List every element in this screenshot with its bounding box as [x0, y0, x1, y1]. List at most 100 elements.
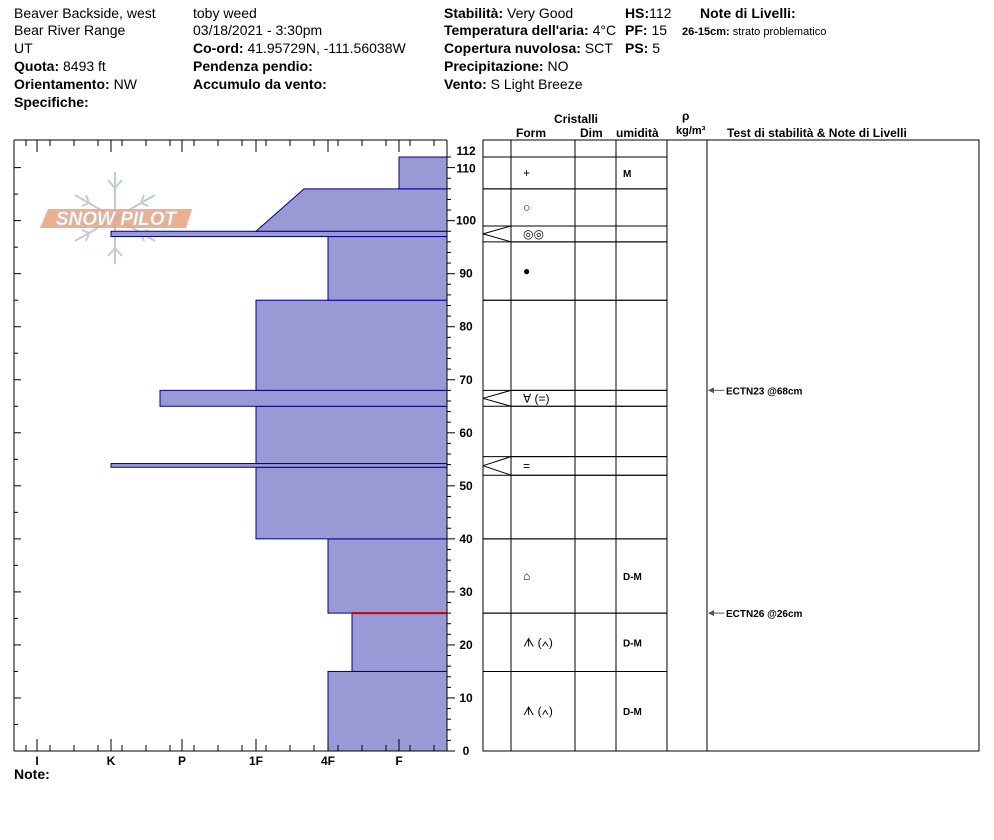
notes-label: Note:: [14, 766, 50, 782]
wind-label: Vento:: [444, 76, 487, 92]
height-tick-label: 20: [459, 638, 473, 652]
crystal-form-symbol: ⌂: [523, 569, 530, 583]
state: UT: [14, 40, 33, 56]
air-temp-label: Temperatura dell'aria:: [444, 22, 589, 38]
height-tick-label: 0: [463, 744, 470, 758]
hardness-tick-label: I: [35, 754, 38, 768]
precip-value: NO: [547, 58, 569, 74]
precip-label: Precipitazione:: [444, 58, 544, 74]
layer-grid-frame: [482, 139, 980, 752]
cloud-row: Copertura nuvolosa: SCT: [444, 40, 613, 56]
layer-note-row: 26-15cm: strato problematico: [682, 24, 826, 40]
aspect-value: NW: [113, 76, 137, 92]
layer-connector-line: [482, 397, 512, 407]
hardness-layer: [398, 156, 448, 190]
hardness-layer: [327, 236, 448, 301]
coord-value: 41.95729N, -111.56038W: [247, 40, 406, 56]
hardness-layer: [110, 230, 448, 238]
test-pointer-arrow: [708, 387, 714, 394]
cloud-value: SCT: [584, 40, 613, 56]
layer-connector-line: [482, 389, 512, 399]
height-tick-label: 60: [459, 426, 473, 440]
dim-header: Dim: [580, 126, 603, 140]
mountain-range: Bear River Range: [14, 22, 126, 38]
wind-row: Vento: S Light Breeze: [444, 76, 583, 92]
cloud-label: Copertura nuvolosa:: [444, 40, 581, 56]
moisture-header: umidità: [616, 126, 659, 140]
crystal-form-symbol: ∀ (=): [523, 391, 550, 405]
air-temp-row: Temperatura dell'aria: 4°C: [444, 22, 616, 38]
datetime: 03/18/2021 - 3:30pm: [193, 22, 323, 38]
ps-value: 5: [652, 40, 661, 56]
air-temp-value: 4°C: [592, 22, 617, 38]
moisture-value: M: [623, 169, 631, 180]
elevation-row: Quota: 8493 ft: [14, 58, 106, 74]
layer-connector-line: [482, 465, 512, 476]
height-tick-label: 70: [459, 373, 473, 387]
layer-note-range: 26-15cm:: [682, 26, 730, 38]
hardness-layer: [110, 463, 448, 468]
coord-row: Co-ord: 41.95729N, -111.56038W: [193, 40, 406, 56]
hardness-layer: [159, 389, 448, 407]
pf-value: 15: [651, 22, 668, 38]
snowpilot-logo-banner: [40, 209, 192, 228]
elevation-label: Quota:: [14, 58, 60, 74]
pf-label: PF:: [625, 22, 648, 38]
form-header: Form: [516, 126, 546, 140]
moisture-value: D-M: [623, 572, 642, 583]
wind-value: S Light Breeze: [490, 76, 583, 92]
height-tick-label: 80: [459, 320, 473, 334]
wind-loading-label: Accumulo da vento:: [193, 76, 327, 92]
hardness-layer: [351, 612, 448, 672]
tests-header: Test di stabilità & Note di Livelli: [727, 126, 907, 140]
crystal-form-symbol: =: [523, 459, 530, 473]
hardness-tick-label: F: [395, 754, 402, 768]
height-tick-label: 110: [456, 162, 476, 176]
crystal-form-symbol: ●: [523, 264, 530, 278]
stability-label: Stabilità:: [444, 5, 504, 21]
height-tick-label: 10: [459, 691, 473, 705]
crystal-form-symbol: ᗑ (∧): [523, 635, 553, 649]
hardness-layer: [254, 188, 448, 232]
hardness-layer: [255, 466, 448, 540]
layer-note-text: strato problematico: [732, 26, 827, 38]
layer-connector-line: [482, 233, 512, 243]
ps-row: PS: 5: [625, 40, 660, 56]
stability-test-label: ECTN26 @26cm: [726, 609, 803, 620]
hardness-layer: [255, 299, 448, 391]
observer: toby weed: [193, 5, 257, 21]
moisture-value: D-M: [623, 707, 642, 718]
crystal-form-symbol: +: [523, 166, 530, 180]
ps-label: PS:: [625, 40, 649, 56]
hardness-tick-label: P: [178, 754, 186, 768]
moisture-value: D-M: [623, 638, 642, 649]
height-tick-label: 100: [456, 214, 476, 228]
height-tick-label: 90: [459, 267, 473, 281]
slope-label: Pendenza pendio:: [193, 58, 313, 74]
hardness-layer: [327, 538, 448, 614]
crystal-form-symbol: ᗑ (∧): [523, 704, 553, 718]
hs-row: HS:112: [625, 5, 671, 21]
stability-test-label: ECTN23 @68cm: [726, 386, 803, 397]
hardness-layer: [255, 405, 448, 465]
height-tick-label: 112: [456, 144, 476, 158]
test-pointer-arrow: [708, 610, 714, 617]
layer-connector-line: [482, 225, 512, 235]
height-tick-label: 30: [459, 585, 473, 599]
stability-value: Very Good: [507, 5, 574, 21]
coord-label: Co-ord:: [193, 40, 244, 56]
hs-label: HS:: [625, 5, 650, 21]
stability-row: Stabilità: Very Good: [444, 5, 573, 21]
elevation-value: 8493 ft: [63, 58, 106, 74]
height-tick-label: 50: [459, 479, 473, 493]
crystal-form-symbol: ○: [523, 200, 530, 214]
rho-header: ρ: [682, 109, 690, 123]
aspect-label: Orientamento:: [14, 76, 110, 92]
hardness-tick-label: 1F: [249, 754, 263, 768]
layer-connector-line: [482, 456, 512, 467]
pf-row: PF: 15: [625, 22, 667, 38]
snowpilot-logo-text: SNOW PILOT: [56, 209, 178, 230]
layer-notes-label: Note di Livelli:: [700, 5, 796, 21]
precip-row: Precipitazione: NO: [444, 58, 568, 74]
